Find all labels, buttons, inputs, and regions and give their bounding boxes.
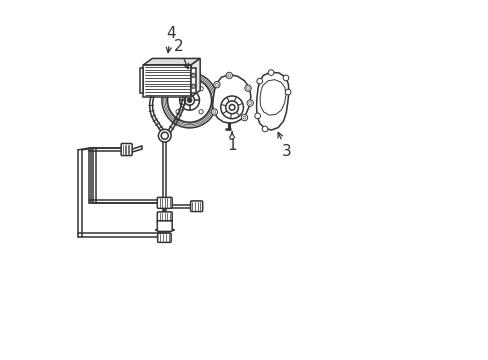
Circle shape bbox=[167, 78, 211, 122]
Polygon shape bbox=[140, 68, 143, 93]
Polygon shape bbox=[191, 58, 200, 97]
FancyBboxPatch shape bbox=[121, 144, 132, 156]
Circle shape bbox=[215, 83, 218, 86]
Circle shape bbox=[176, 110, 180, 114]
Circle shape bbox=[244, 85, 251, 91]
Circle shape bbox=[211, 109, 217, 115]
Circle shape bbox=[285, 89, 290, 95]
Circle shape bbox=[161, 132, 168, 139]
Text: 1: 1 bbox=[227, 132, 236, 153]
Circle shape bbox=[179, 90, 199, 110]
Circle shape bbox=[248, 102, 251, 104]
FancyBboxPatch shape bbox=[157, 197, 172, 208]
Circle shape bbox=[158, 129, 171, 142]
Circle shape bbox=[225, 72, 232, 78]
Circle shape bbox=[191, 84, 195, 88]
Circle shape bbox=[199, 87, 203, 91]
Polygon shape bbox=[191, 68, 195, 93]
Text: 3: 3 bbox=[277, 132, 291, 159]
Circle shape bbox=[283, 75, 288, 81]
Circle shape bbox=[212, 111, 215, 113]
Circle shape bbox=[184, 95, 194, 105]
Polygon shape bbox=[212, 75, 250, 123]
FancyBboxPatch shape bbox=[157, 221, 172, 231]
Circle shape bbox=[227, 74, 230, 77]
Circle shape bbox=[229, 104, 234, 110]
Circle shape bbox=[191, 73, 195, 77]
Polygon shape bbox=[256, 72, 288, 130]
Circle shape bbox=[220, 96, 243, 119]
Circle shape bbox=[199, 110, 203, 114]
Circle shape bbox=[246, 100, 253, 106]
Polygon shape bbox=[143, 65, 191, 97]
Circle shape bbox=[254, 113, 260, 119]
Text: 4: 4 bbox=[166, 26, 175, 53]
Circle shape bbox=[225, 101, 238, 114]
Circle shape bbox=[162, 73, 217, 128]
Circle shape bbox=[262, 126, 267, 132]
FancyBboxPatch shape bbox=[190, 201, 202, 212]
Polygon shape bbox=[260, 80, 285, 115]
Circle shape bbox=[243, 116, 245, 119]
FancyBboxPatch shape bbox=[157, 212, 172, 222]
Circle shape bbox=[246, 87, 249, 90]
Circle shape bbox=[213, 81, 220, 88]
Circle shape bbox=[241, 114, 247, 121]
Circle shape bbox=[187, 98, 192, 103]
Circle shape bbox=[176, 87, 180, 91]
Circle shape bbox=[268, 70, 273, 76]
Text: 2: 2 bbox=[174, 39, 188, 69]
Polygon shape bbox=[143, 58, 200, 65]
FancyBboxPatch shape bbox=[157, 233, 171, 242]
Circle shape bbox=[160, 230, 169, 239]
Circle shape bbox=[256, 78, 262, 84]
